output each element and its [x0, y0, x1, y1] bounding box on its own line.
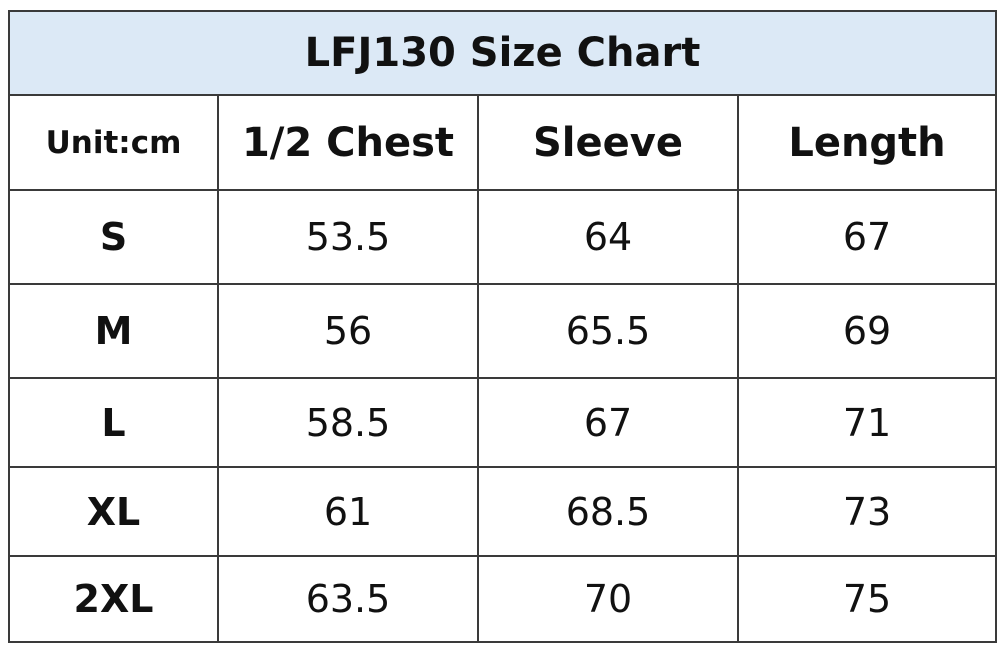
size-cell: M: [8, 283, 219, 379]
data-row: XL 61 68.5 73: [8, 466, 997, 557]
data-row: S 53.5 64 67: [8, 189, 997, 285]
header-cell: 1/2 Chest: [217, 94, 479, 191]
size-cell: S: [8, 189, 219, 285]
title-row: LFJ130 Size Chart: [8, 10, 997, 96]
value-cell: 70: [477, 555, 739, 643]
header-row: Unit:cm 1/2 Chest Sleeve Length: [8, 94, 997, 191]
value-cell: 64: [477, 189, 739, 285]
size-cell: XL: [8, 466, 219, 557]
value-cell: 61: [217, 466, 479, 557]
size-chart: LFJ130 Size Chart Unit:cm 1/2 Chest Sleeve…: [8, 10, 997, 643]
size-cell: L: [8, 377, 219, 468]
header-cell: Sleeve: [477, 94, 739, 191]
value-cell: 69: [737, 283, 997, 379]
data-row: M 56 65.5 69: [8, 283, 997, 379]
value-cell: 53.5: [217, 189, 479, 285]
data-row: L 58.5 67 71: [8, 377, 997, 468]
value-cell: 73: [737, 466, 997, 557]
value-cell: 75: [737, 555, 997, 643]
value-cell: 71: [737, 377, 997, 468]
value-cell: 68.5: [477, 466, 739, 557]
value-cell: 65.5: [477, 283, 739, 379]
value-cell: 67: [477, 377, 739, 468]
header-cell: Length: [737, 94, 997, 191]
value-cell: 63.5: [217, 555, 479, 643]
value-cell: 67: [737, 189, 997, 285]
table-title: LFJ130 Size Chart: [8, 10, 997, 96]
size-cell: 2XL: [8, 555, 219, 643]
data-row: 2XL 63.5 70 75: [8, 555, 997, 643]
value-cell: 58.5: [217, 377, 479, 468]
header-cell: Unit:cm: [8, 94, 219, 191]
value-cell: 56: [217, 283, 479, 379]
size-table: LFJ130 Size Chart Unit:cm 1/2 Chest Sleeve…: [8, 10, 997, 643]
